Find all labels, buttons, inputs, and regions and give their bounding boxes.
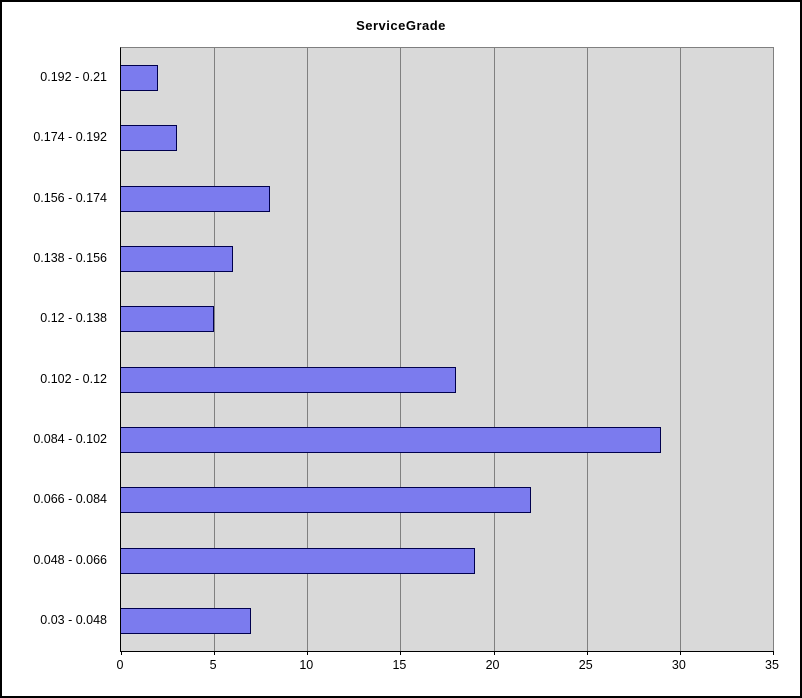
x-axis-tick-label: 20: [485, 658, 500, 672]
gridline: [679, 48, 681, 651]
x-axis-tick-label: 10: [299, 658, 314, 672]
y-axis-label: 0.174 - 0.192: [33, 130, 107, 145]
x-axis-tick: [400, 651, 402, 655]
gridline: [400, 48, 402, 651]
x-axis-tick: [586, 651, 588, 655]
x-axis-tick: [214, 651, 216, 655]
x-axis-tick: [307, 651, 309, 655]
y-axis-label: 0.192 - 0.21: [40, 70, 107, 85]
gridline: [307, 48, 309, 651]
y-axis-label: 0.156 - 0.174: [33, 190, 107, 205]
y-axis-label: 0.084 - 0.102: [33, 431, 107, 446]
bar: [121, 185, 271, 212]
x-axis-tick-label: 25: [578, 658, 593, 672]
gridline: [214, 48, 216, 651]
y-axis-label: 0.138 - 0.156: [33, 251, 107, 266]
x-axis-tick-label: 5: [209, 658, 217, 672]
bar: [121, 65, 159, 92]
gridline: [586, 48, 588, 651]
bar: [121, 125, 177, 152]
bar: [121, 607, 252, 634]
bar: [121, 306, 215, 333]
x-axis-tick: [493, 651, 495, 655]
bar: [121, 426, 662, 453]
bar: [121, 366, 457, 393]
x-axis-labels: 0 5 10 15 20 25 30 35: [117, 658, 779, 674]
x-axis-tick: [679, 651, 681, 655]
x-axis-tick-label: 0: [116, 658, 124, 672]
x-axis-tick-label: 35: [765, 658, 779, 672]
bar: [121, 547, 475, 574]
bar: [121, 487, 531, 514]
y-axis-label: 0.102 - 0.12: [40, 371, 107, 386]
y-axis-label: 0.048 - 0.066: [33, 552, 107, 567]
x-axis-tick-label: 30: [671, 658, 686, 672]
x-axis-tick: [773, 651, 774, 655]
y-axis-label: 0.066 - 0.084: [33, 492, 107, 507]
gridline: [773, 48, 774, 651]
x-axis-tick: [121, 651, 122, 655]
x-axis-tick-label: 15: [392, 658, 407, 672]
bar: [121, 246, 233, 273]
gridline: [493, 48, 495, 651]
y-axis-label: 0.12 - 0.138: [40, 311, 107, 326]
chart-title: ServiceGrade: [356, 18, 446, 33]
y-axis-label: 0.03 - 0.048: [40, 612, 107, 627]
y-axis-labels: 0.192 - 0.21 0.174 - 0.192 0.156 - 0.174 0.…: [2, 47, 114, 650]
plot-area: [120, 47, 774, 655]
